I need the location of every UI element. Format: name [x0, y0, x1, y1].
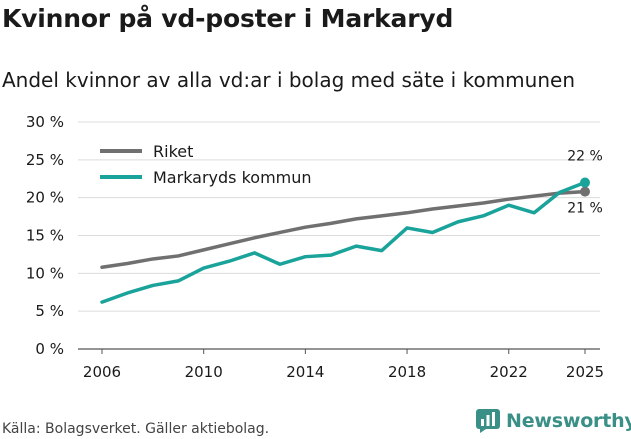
- end-label-riket: 21 %: [567, 201, 603, 217]
- brand-name: Newsworthy: [506, 410, 631, 432]
- series-line-markaryds-kommun: [100, 180, 587, 304]
- chart-subtitle: Andel kvinnor av alla vd:ar i bolag med …: [2, 68, 575, 92]
- x-tick-label: 2025: [566, 363, 604, 381]
- end-point-markaryds-kommun: [580, 177, 590, 188]
- y-tick-label: 5 %: [35, 302, 64, 320]
- series-line-riket: [100, 189, 587, 270]
- x-tick-label: 2010: [185, 363, 223, 381]
- x-tick-label: 2014: [286, 363, 324, 381]
- y-tick-label: 30 %: [26, 113, 64, 131]
- x-tick-label: 2018: [388, 363, 426, 381]
- y-tick-label: 0 %: [35, 340, 64, 358]
- y-tick-label: 15 %: [26, 227, 64, 245]
- y-tick-label: 10 %: [26, 264, 64, 282]
- chart-title: Kvinnor på vd-poster i Markaryd: [2, 4, 454, 33]
- legend-label-riket: Riket: [153, 142, 193, 161]
- y-tick-label: 20 %: [26, 189, 64, 207]
- end-point-riket: [580, 186, 590, 197]
- y-tick-label: 25 %: [26, 151, 64, 169]
- source-note: Källa: Bolagsverket. Gäller aktiebolag.: [2, 421, 270, 437]
- x-tick-label: 2022: [490, 363, 528, 381]
- x-tick-label: 2006: [83, 363, 121, 381]
- end-label-markaryds-kommun: 22 %: [567, 149, 603, 165]
- legend-label-markaryds-kommun: Markaryds kommun: [153, 168, 312, 187]
- brand-logo[interactable]: Newsworthy: [476, 409, 631, 433]
- bar-chart-logo-icon: [476, 409, 500, 433]
